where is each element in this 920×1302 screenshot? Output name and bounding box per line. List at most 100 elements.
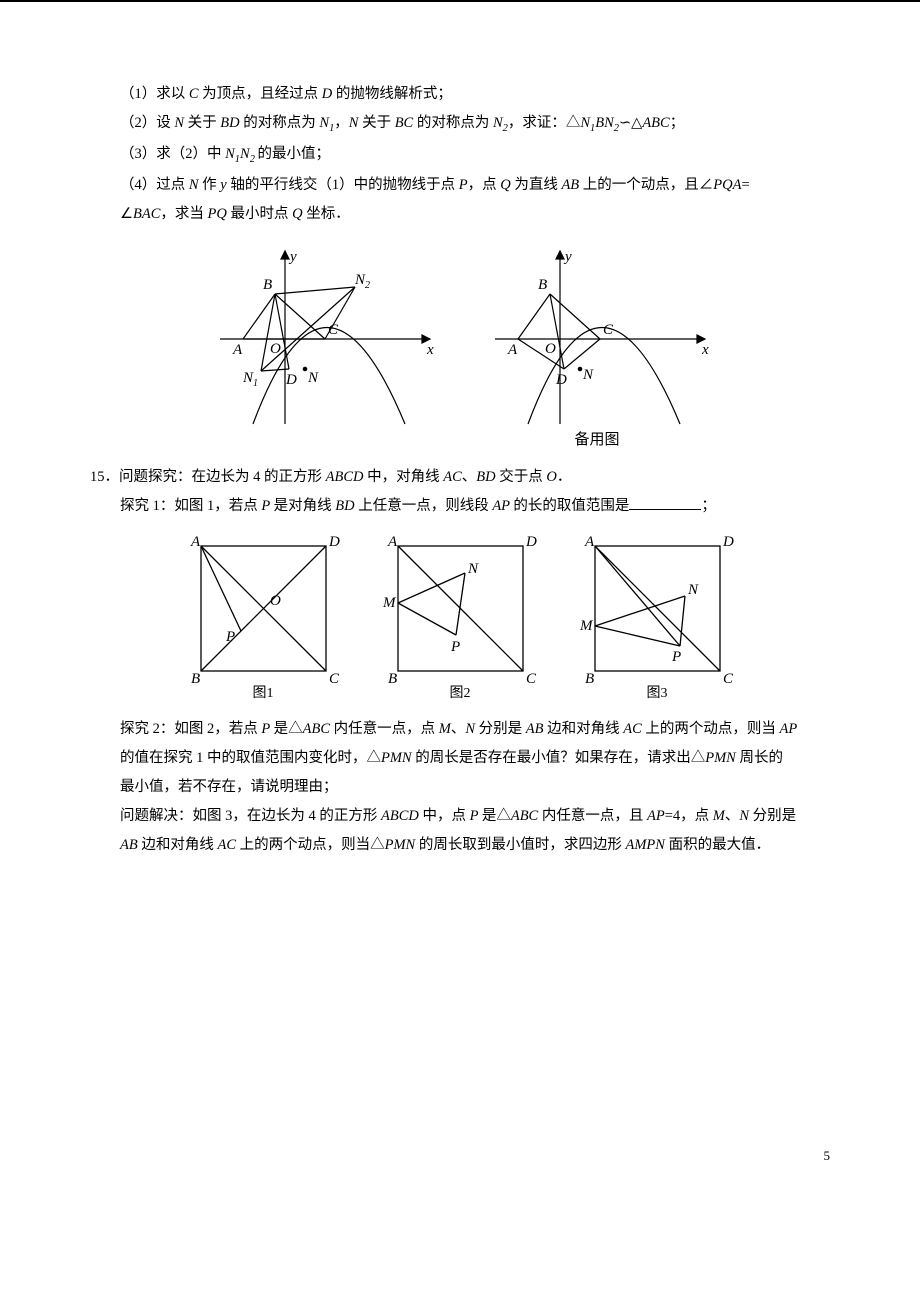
text: ； <box>701 498 716 514</box>
text: 内任意一点，点 <box>334 721 439 737</box>
q14-fig-right: y x A B C O D N 备用图 <box>480 239 715 449</box>
C: C <box>723 671 734 687</box>
v: AP <box>647 808 665 824</box>
lbl-O: O <box>270 341 281 357</box>
q15-t3: 的值在探究 1 中的取值范围内变化时，△PMN 的周长是否存在最小值？如果存在，… <box>90 744 830 773</box>
lbl-N: N <box>582 367 594 383</box>
q14-line3: （3）求（2）中 N1N2 的最小值； <box>90 140 830 171</box>
P: P <box>225 629 235 645</box>
text: ； <box>670 115 685 131</box>
text: 最小值，若不存在，请说明理由； <box>120 779 338 795</box>
q14-fig-left: y x A B C O D N N1 N2 <box>205 239 440 429</box>
M: M <box>382 595 397 611</box>
text: 中，对角线 <box>367 469 443 485</box>
text: 上的两个动点，则当 <box>645 721 779 737</box>
text: 、 <box>451 721 466 737</box>
text: 问题解决：如图 3，在边长为 4 的正方形 <box>120 808 381 824</box>
cap2: 图2 <box>449 686 470 701</box>
B: B <box>585 671 594 687</box>
text: 的周长取到最小值时，求四边形 <box>419 837 626 853</box>
N: N <box>467 561 479 577</box>
v: AP <box>492 498 513 514</box>
sub2c: 2 <box>250 154 258 165</box>
text: 分别是 <box>753 808 797 824</box>
q14-line5: ∠BAC，求当 PQ 最小时点 Q 坐标． <box>90 200 830 229</box>
text: 坐标． <box>306 206 350 222</box>
lbl-D: D <box>285 372 297 388</box>
v: AP <box>780 721 798 737</box>
lbl-x: x <box>701 342 709 358</box>
page-number: 5 <box>824 1148 831 1164</box>
lbl-B: B <box>538 277 547 293</box>
q15-fig3: A D B C M N P 图3 <box>570 531 745 701</box>
D: D <box>722 534 734 550</box>
v: AMPN <box>625 837 668 853</box>
text: 、 <box>725 808 740 824</box>
v: N <box>465 721 478 737</box>
text: ，求证：△ <box>508 115 581 131</box>
lbl-C: C <box>603 322 614 338</box>
var-AB: AB <box>561 177 582 193</box>
q15-t6: AB 边和对角线 AC 上的两个动点，则当△PMN 的周长取到最小值时，求四边形… <box>90 831 830 860</box>
v: ABCD <box>381 808 422 824</box>
var-N: N <box>174 115 187 131</box>
C: C <box>329 671 340 687</box>
C: C <box>526 671 537 687</box>
q14-line4: （4）过点 N 作 y 轴的平行线交（1）中的抛物线于点 P，点 Q 为直线 A… <box>90 171 830 200</box>
cap3: 图3 <box>646 686 667 701</box>
v: AC <box>217 837 239 853</box>
text: 面积的最大值． <box>669 837 771 853</box>
text: 上的一个动点，且∠ <box>583 177 714 193</box>
v: AC <box>623 721 645 737</box>
var-P: P <box>459 177 468 193</box>
v: PMN <box>381 750 415 766</box>
text: 的抛物线解析式； <box>336 86 452 102</box>
lbl-B: B <box>263 277 272 293</box>
text: 探究 2：如图 2，若点 <box>120 721 261 737</box>
text: 分别是 <box>479 721 526 737</box>
v: O <box>546 469 556 485</box>
q14-figures: y x A B C O D N N1 N2 <box>90 239 830 449</box>
text: 中，点 <box>422 808 469 824</box>
q15-t5: 问题解决：如图 3，在边长为 4 的正方形 ABCD 中，点 P 是△ABC 内… <box>90 802 830 831</box>
var-BD: BD <box>220 115 243 131</box>
text: 是△ <box>274 721 303 737</box>
var-y: y <box>220 177 230 193</box>
v: P <box>261 498 273 514</box>
lbl-N2: N2 <box>354 272 370 291</box>
text: 的对称点为 <box>417 115 493 131</box>
text: 边和对角线 <box>547 721 623 737</box>
q14-line2: （2）设 N 关于 BD 的对称点为 N1，N 关于 BC 的对称点为 N2，求… <box>90 109 830 140</box>
text: 15．问题探究：在边长为 4 的正方形 <box>90 469 326 485</box>
var-N: N <box>189 177 202 193</box>
var-N1b: N <box>580 115 590 131</box>
q15-fig1: A D B C O P 图1 <box>176 531 351 701</box>
var-D: D <box>322 86 336 102</box>
q15-t4: 最小值，若不存在，请说明理由； <box>90 773 830 802</box>
text: 探究 1：如图 1，若点 <box>120 498 261 514</box>
q15-fig2: A D B C M N P 图2 <box>373 531 548 701</box>
text: （1）求以 <box>120 86 189 102</box>
var-N2: N <box>493 115 503 131</box>
text: 是△ <box>482 808 511 824</box>
var-BC: BC <box>395 115 417 131</box>
var-C: C <box>189 86 202 102</box>
v: P <box>261 721 273 737</box>
v: BD <box>476 469 499 485</box>
text: 是对角线 <box>274 498 336 514</box>
P: P <box>671 649 681 665</box>
q15-t2: 探究 2：如图 2，若点 P 是△ABC 内任意一点，点 M、N 分别是 AB … <box>90 715 830 744</box>
P: P <box>450 639 460 655</box>
var-N1: N <box>319 115 329 131</box>
text: 关于 <box>188 115 221 131</box>
v: ABCD <box>326 469 367 485</box>
var-N2c: N <box>240 146 250 162</box>
var-Q: Q <box>292 206 306 222</box>
var-N1c: N <box>225 146 235 162</box>
q15-t1: 探究 1：如图 1，若点 P 是对角线 BD 上任意一点，则线段 AP 的长的取… <box>90 492 830 521</box>
v: M <box>713 808 725 824</box>
v: AB <box>526 721 547 737</box>
text: 的对称点为 <box>243 115 319 131</box>
text: 边和对角线 <box>141 837 217 853</box>
var-BN2: BN <box>595 115 614 131</box>
